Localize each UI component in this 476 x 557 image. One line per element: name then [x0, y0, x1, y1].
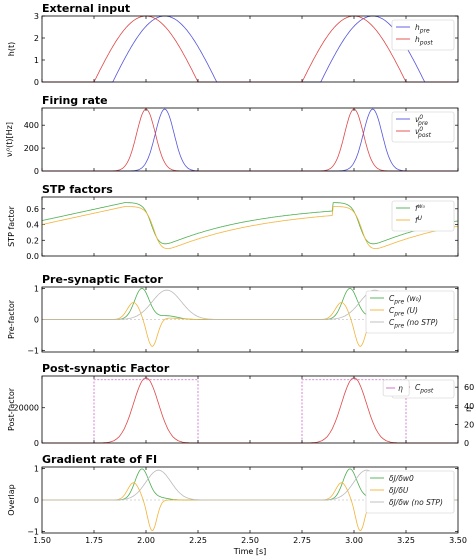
y-right-tick-label: 60	[464, 383, 474, 392]
y-axis-label: Pre-factor	[7, 299, 16, 339]
panel-title: Post-synaptic Factor	[42, 362, 170, 375]
x-tick-label: 2.75	[293, 536, 311, 545]
y-tick-label: −1	[27, 346, 39, 355]
x-tick-label: 3.25	[397, 536, 415, 545]
legend-label: δJ/δw0	[389, 474, 414, 483]
x-tick-label: 3.00	[345, 536, 363, 545]
y-tick-label: 0.6	[26, 205, 39, 214]
x-tick-label: 1.75	[85, 536, 103, 545]
x-tick-label: 2.25	[189, 536, 207, 545]
legend-label: ν0 post	[415, 126, 432, 139]
y-tick-label: 1	[34, 56, 39, 65]
y-tick-label: −1	[27, 527, 39, 536]
y-right-tick-label: 40	[464, 402, 474, 411]
x-tick-label: 1.50	[33, 536, 51, 545]
legend-label: Cpre (no STP)	[389, 318, 438, 330]
y-tick-label: 0	[34, 316, 39, 325]
legend-label: δJ/δU	[389, 486, 409, 495]
y-axis-label: h(t)	[7, 42, 16, 56]
y-tick-label: 400	[24, 121, 39, 130]
y-tick-label: 20000	[14, 404, 39, 413]
y-axis-label: STP factor	[7, 205, 16, 246]
y-tick-label: 0.4	[26, 221, 39, 230]
y-right-axis-label: η	[464, 407, 473, 412]
legend-box	[365, 290, 455, 334]
legend-box-eta	[382, 379, 410, 397]
y-tick-label: 0	[34, 439, 39, 448]
panel-title: Firing rate	[42, 94, 108, 107]
series-eta	[93, 379, 199, 443]
y-right-tick-label: 20	[464, 420, 474, 429]
y-axis-label: Overlap	[7, 484, 16, 515]
legend-label: fw₀	[415, 203, 426, 213]
panel-title: Pre-synaptic Factor	[42, 273, 163, 286]
y-tick-label: 0.2	[26, 236, 39, 245]
y-tick-label: 2	[34, 34, 39, 43]
legend-label: fU	[415, 215, 423, 225]
y-tick-label: 1	[34, 285, 39, 294]
legend-label: ν0 pre	[415, 114, 428, 127]
x-axis-label: Time [s]	[233, 547, 267, 556]
legend-box	[391, 19, 455, 51]
legend-label-eta: η	[398, 384, 403, 393]
y-tick-label: 0	[34, 496, 39, 505]
legend-label: Cpre (w₀)	[389, 294, 422, 306]
legend-label: Cpre (U)	[389, 306, 418, 318]
panel-title: STP factors	[42, 183, 113, 196]
y-right-tick-label: 0	[464, 439, 469, 448]
y-tick-label: 0	[34, 167, 39, 176]
y-axis-label: νᵢ⁰(t)[Hz]	[5, 122, 14, 157]
y-axis-label: Post-factor	[7, 387, 16, 431]
panel-title: External input	[42, 2, 130, 15]
y-tick-label: 0.0	[26, 252, 39, 261]
legend-label: δJ/δw (no STP)	[389, 498, 443, 507]
x-tick-label: 3.50	[449, 536, 467, 545]
series-f_w	[41, 202, 459, 245]
panel-pre-synaptic-factor: Pre-synaptic Factor −1 0 1 Pre-factor Cpre (w…	[7, 273, 459, 355]
legend-label: Cpost	[415, 383, 434, 395]
y-tick-label: 200	[24, 144, 39, 153]
x-tick-label: 2.50	[241, 536, 259, 545]
series-eta	[301, 379, 407, 443]
panel-title: Gradient rate of FI	[42, 453, 157, 466]
x-tick-label: 2.00	[137, 536, 155, 545]
y-tick-label: 1	[34, 465, 39, 474]
legend-box	[365, 470, 455, 514]
panel-gradient-rate-of-fi: Gradient rate of FI −1 0 1 Overlap δJ/δw0 δJ/δ…	[7, 453, 459, 556]
legend-box	[391, 111, 455, 143]
legend-box	[391, 200, 455, 232]
series-f_U	[41, 206, 459, 250]
y-tick-label: 3	[34, 12, 39, 21]
panel-stp-factors: STP factors 0.0 0.2 0.4 0.6 STP factor fw₀ fU	[7, 183, 459, 261]
y-tick-label: 0	[34, 78, 39, 87]
legend-label: hpre	[415, 23, 430, 35]
legend-label: hpost	[415, 35, 433, 47]
